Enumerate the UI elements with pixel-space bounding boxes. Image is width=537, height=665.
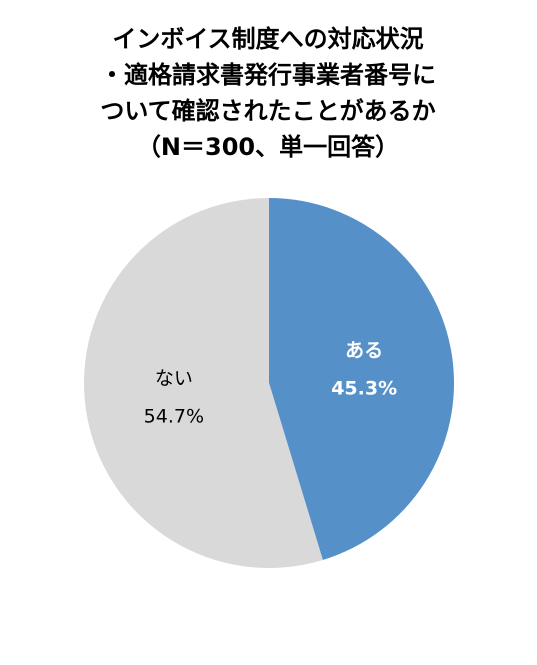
slice-category-label: ない <box>155 368 193 390</box>
slice-value-label: 54.7% <box>144 406 204 428</box>
chart-title: ・適格請求書発行事業者番号に <box>100 61 436 89</box>
pie-slice <box>83 198 323 568</box>
slice-value-label: 45.3% <box>331 377 397 399</box>
chart-title: ついて確認されたことがあるか <box>100 97 435 125</box>
chart-title: インボイス制度への対応状況 <box>112 25 423 53</box>
slice-category-label: ある <box>345 339 383 361</box>
chart-title: （N＝300、単一回答） <box>137 133 399 161</box>
pie-slice <box>269 198 454 560</box>
